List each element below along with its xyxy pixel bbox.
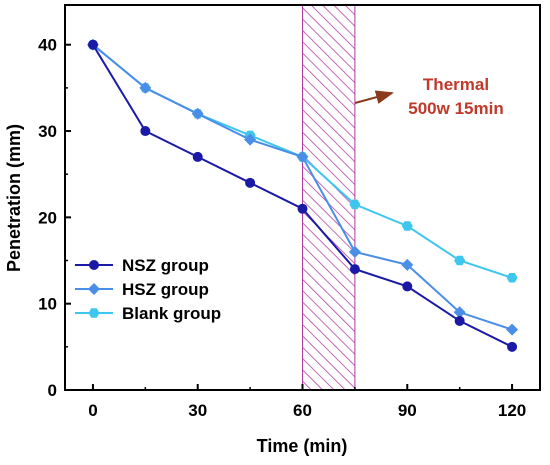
- blank-group-point: [401, 221, 413, 231]
- y-tick-label: 40: [38, 36, 57, 55]
- nsz-group-point: [192, 151, 203, 162]
- x-tick-label: 90: [398, 401, 417, 420]
- y-tick-label: 30: [38, 122, 57, 141]
- nsz-group-point: [454, 315, 465, 326]
- nsz-group-point: [507, 341, 518, 352]
- y-tick-label: 0: [48, 381, 57, 400]
- nsz-group-point: [245, 177, 256, 188]
- legend-blank-group-marker: [88, 308, 100, 318]
- legend-nsz-group-label: NSZ group: [122, 256, 209, 275]
- x-tick-label: 60: [293, 401, 312, 420]
- annotation-line: 500w 15min: [408, 99, 503, 118]
- x-tick-label: 30: [188, 401, 207, 420]
- hsz-group-point: [453, 306, 466, 319]
- x-axis-title: Time (min): [257, 436, 348, 456]
- blank-group-point: [349, 199, 361, 210]
- y-tick-label: 10: [38, 295, 57, 314]
- legend-blank-group-label: Blank group: [122, 304, 221, 323]
- x-tick-label: 120: [498, 401, 526, 420]
- y-tick-label: 20: [38, 208, 57, 227]
- annotation-text: Thermal 500w 15min: [408, 75, 503, 118]
- nsz-group-point: [87, 39, 98, 50]
- legend-nsz-group-marker: [89, 260, 99, 270]
- nsz-group-point: [297, 203, 308, 214]
- hsz-group-point: [401, 258, 414, 271]
- y-axis-title: Penetration (mm): [4, 124, 24, 272]
- blank-group-point: [454, 255, 466, 266]
- annotation-arrow: [354, 90, 394, 104]
- nsz-group-point: [402, 281, 413, 292]
- hsz-group-point: [506, 323, 519, 336]
- hsz-group-point: [191, 107, 204, 120]
- nsz-group-point: [140, 126, 151, 137]
- hsz-group-point: [244, 133, 257, 146]
- x-tick-label: 0: [88, 401, 97, 420]
- annotation-line: Thermal: [423, 75, 489, 94]
- legend-hsz-group-label: HSZ group: [122, 280, 209, 299]
- hsz-group-point: [139, 81, 152, 94]
- legend-hsz-group-marker: [88, 283, 100, 295]
- hsz-group-point: [296, 150, 309, 163]
- hsz-group-point: [348, 245, 361, 258]
- nsz-group-point: [349, 264, 360, 275]
- blank-group-point: [506, 273, 518, 283]
